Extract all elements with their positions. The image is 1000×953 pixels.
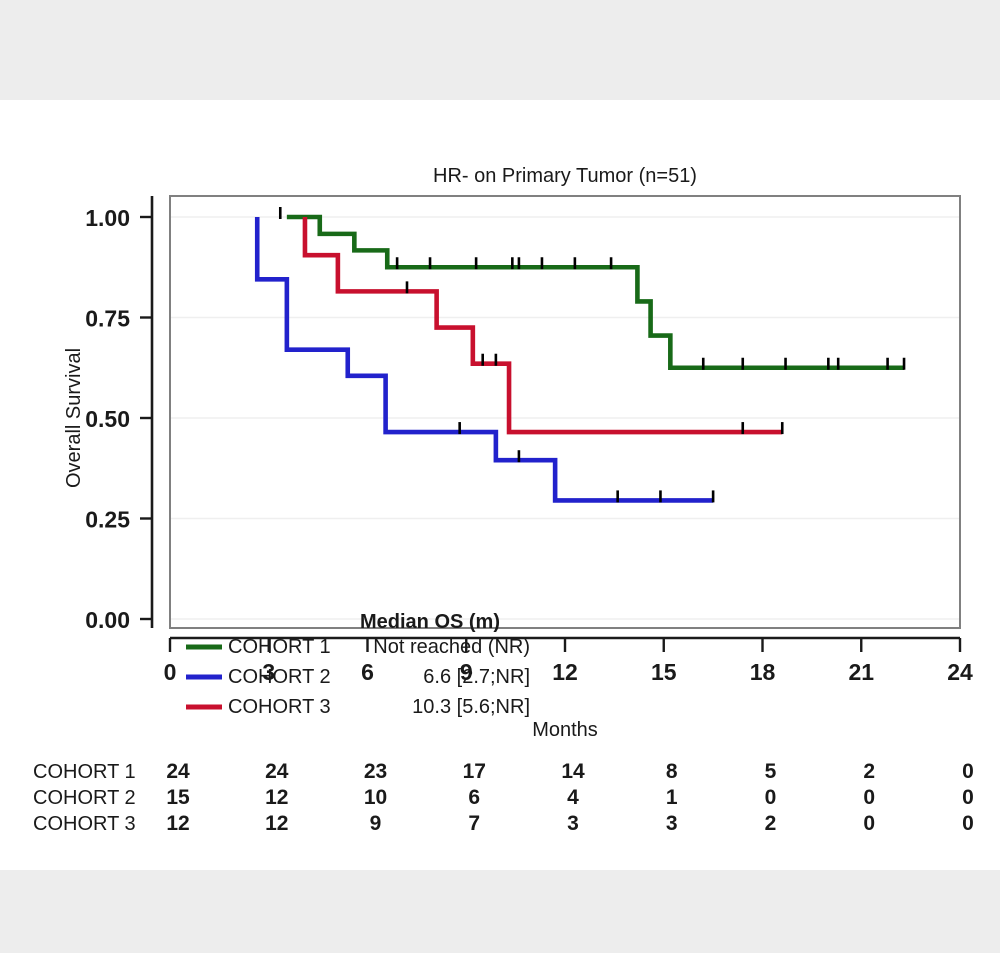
x-tick-label-3: 9 bbox=[460, 659, 473, 685]
risk-value-3-4: 7 bbox=[468, 812, 480, 835]
risk-row-label-2: COHORT 2 bbox=[33, 787, 136, 809]
y-tick-label-2: 0.50 bbox=[85, 406, 130, 432]
risk-value-2-6: 1 bbox=[666, 786, 678, 809]
x-axis: 0 3 6 9 12 15 18 21 24 bbox=[164, 636, 973, 685]
chart-svg: 0.000.250.500.751.00 0 3 6 9 12 15 18 21 24 HR- … bbox=[33, 165, 974, 835]
y-axis: 0.00 0.25 0.50 0.75 1.00 bbox=[85, 196, 154, 633]
x-tick-label-4: 12 bbox=[552, 659, 578, 685]
x-tick-label-1: 3 bbox=[262, 659, 275, 685]
risk-value-2-5: 4 bbox=[567, 786, 579, 809]
legend-median-3: 10.3 [5.6;NR] bbox=[412, 696, 530, 718]
risk-value-2-2: 12 bbox=[265, 786, 288, 809]
legend-median-1: Not reached (NR) bbox=[373, 636, 530, 658]
censoring-marks bbox=[278, 207, 906, 503]
x-tick-label-6: 18 bbox=[750, 659, 776, 685]
risk-value-2-8: 0 bbox=[863, 786, 875, 809]
survival-curve-2 bbox=[254, 217, 714, 503]
risk-value-1-4: 17 bbox=[463, 760, 486, 783]
y-tick-label-0: 0.00 bbox=[85, 607, 130, 633]
risk-value-3-3: 9 bbox=[370, 812, 382, 835]
x-tick-label-5: 15 bbox=[651, 659, 677, 685]
legend-median-2: 6.6 [2.7;NR] bbox=[423, 666, 530, 688]
legend: Median OS (m) COHORT 1 Not reached (NR) CO… bbox=[186, 611, 530, 718]
chart-title: HR- on Primary Tumor (n=51) bbox=[433, 165, 697, 187]
risk-value-3-6: 3 bbox=[666, 812, 678, 835]
risk-value-1-7: 5 bbox=[765, 760, 777, 783]
risk-value-1-8: 2 bbox=[863, 760, 875, 783]
legend-label-1: COHORT 1 bbox=[228, 636, 331, 658]
figure-panel: 0.00 0.25 0.50 0.75 1.00 0 3 6 9 12 15 18 21 24 HR- … bbox=[0, 100, 1000, 870]
legend-header: Median OS (m) bbox=[360, 611, 500, 633]
risk-value-2-3: 10 bbox=[364, 786, 387, 809]
risk-value-2-9: 0 bbox=[962, 786, 974, 809]
x-tick-label-0: 0 bbox=[164, 659, 177, 685]
kaplan-meier-chart: 0.00 0.25 0.50 0.75 1.00 0 3 6 9 12 15 18 21 24 HR- … bbox=[0, 100, 1000, 870]
x-tick-label-8: 24 bbox=[947, 659, 973, 685]
risk-value-2-1: 15 bbox=[166, 786, 190, 809]
x-tick-label-2: 6 bbox=[361, 659, 374, 685]
y-tick-label-4: 1.00 bbox=[85, 205, 130, 231]
risk-value-3-5: 3 bbox=[567, 812, 579, 835]
risk-value-2-4: 6 bbox=[468, 786, 480, 809]
y-tick-label-1: 0.25 bbox=[85, 507, 130, 533]
risk-value-3-1: 12 bbox=[166, 812, 189, 835]
plot-area-border bbox=[169, 195, 961, 629]
risk-value-1-9: 0 bbox=[962, 760, 974, 783]
risk-value-1-6: 8 bbox=[666, 760, 678, 783]
x-axis-title: Months bbox=[532, 719, 598, 741]
risk-value-1-5: 14 bbox=[561, 760, 585, 783]
risk-value-1-3: 23 bbox=[364, 760, 387, 783]
risk-value-1-2: 24 bbox=[265, 760, 289, 783]
risk-value-2-7: 0 bbox=[765, 786, 777, 809]
survival-curves bbox=[254, 214, 905, 503]
y-axis-title: Overall Survival bbox=[63, 348, 85, 488]
risk-value-3-2: 12 bbox=[265, 812, 288, 835]
risk-row-label-3: COHORT 3 bbox=[33, 813, 136, 835]
risk-row-label-1: COHORT 1 bbox=[33, 761, 136, 783]
risk-value-3-7: 2 bbox=[765, 812, 777, 835]
legend-label-2: COHORT 2 bbox=[228, 666, 331, 688]
risk-value-1-1: 24 bbox=[166, 760, 190, 783]
legend-label-3: COHORT 3 bbox=[228, 696, 331, 718]
risk-value-3-9: 0 bbox=[962, 812, 974, 835]
x-tick-label-7: 21 bbox=[848, 659, 874, 685]
risk-value-3-8: 0 bbox=[863, 812, 875, 835]
survival-curve-3 bbox=[302, 217, 783, 435]
y-tick-label-3: 0.75 bbox=[85, 306, 130, 332]
